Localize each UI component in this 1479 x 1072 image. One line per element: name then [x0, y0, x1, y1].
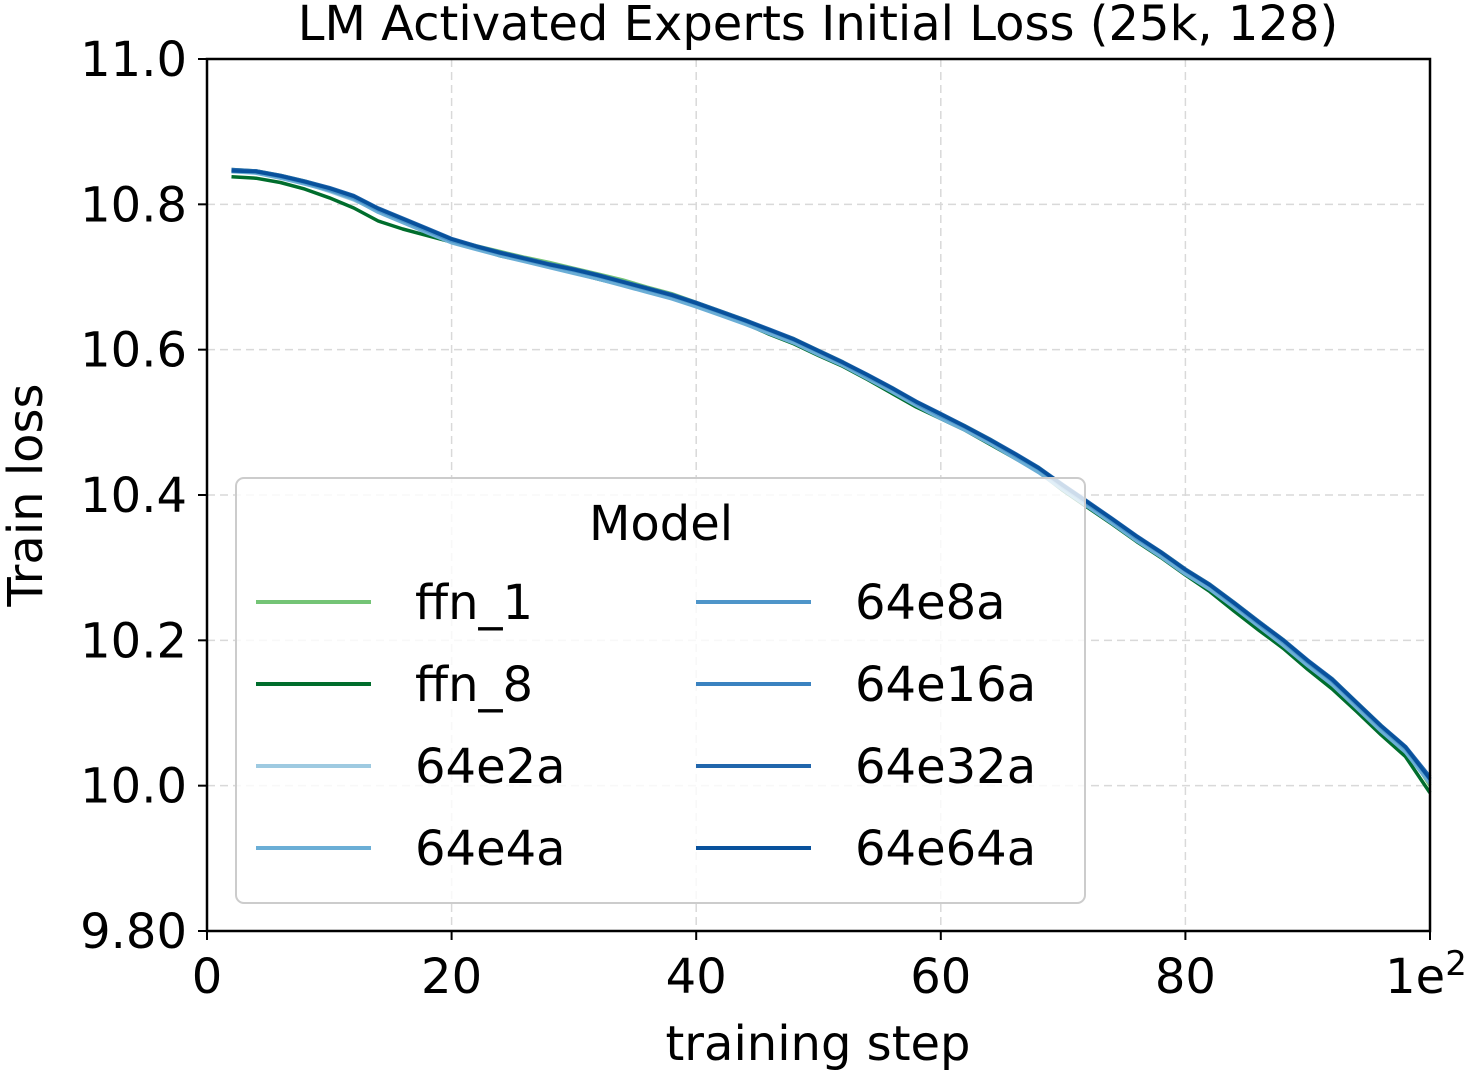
legend-label: 64e4a: [415, 821, 566, 877]
x-tick-label: 40: [666, 949, 727, 1005]
series-line-64e4a: [231, 169, 1432, 785]
x-axis-label: training step: [665, 1016, 970, 1072]
y-tick-label: 10.4: [80, 468, 187, 524]
legend-title: Model: [589, 496, 733, 552]
legend-box: [235, 477, 1086, 904]
legend-label: 64e16a: [855, 657, 1036, 713]
y-tick-label: 10.6: [80, 323, 187, 379]
legend-label: ffn_8: [415, 657, 533, 713]
x-tick-label: 20: [421, 949, 482, 1005]
y-tick-label: 10.0: [80, 759, 187, 815]
x-offset-label: 1e2: [1385, 944, 1467, 1005]
ticks: 0 20 40 60 80 1e2 9.80 10.0 10.2 10.4 10.6 10.8 11.0: [80, 32, 1467, 1005]
legend-label: ffn_1: [415, 575, 533, 631]
x-tick-label: 60: [910, 949, 971, 1005]
plot-area: [231, 167, 1432, 794]
x-tick-label: 0: [192, 949, 223, 1005]
legend-label: 64e2a: [415, 739, 566, 795]
legend-label: 64e32a: [855, 739, 1036, 795]
y-tick-label: 9.80: [80, 904, 187, 960]
y-tick-label: 10.2: [80, 613, 187, 669]
y-tick-label: 10.8: [80, 177, 187, 233]
x-offset-exponent: 2: [1445, 944, 1467, 984]
legend-items: ffn_1 ffn_8 64e2a 64e4a 64e8a 64e16a 64e32a 64e…: [256, 575, 1036, 877]
x-tick-label: 80: [1155, 949, 1216, 1005]
legend-label: 64e64a: [855, 821, 1036, 877]
series-line-64e64a: [231, 169, 1432, 781]
legend: Model ffn_1 ffn_8 64e2a 64e4a 64e8a 64e16a 64e…: [235, 477, 1086, 904]
y-axis-label: Train loss: [0, 383, 54, 607]
y-tick-label: 11.0: [80, 32, 187, 88]
legend-label: 64e8a: [855, 575, 1006, 631]
chart-title: LM Activated Experts Initial Loss (25k, …: [298, 0, 1338, 52]
